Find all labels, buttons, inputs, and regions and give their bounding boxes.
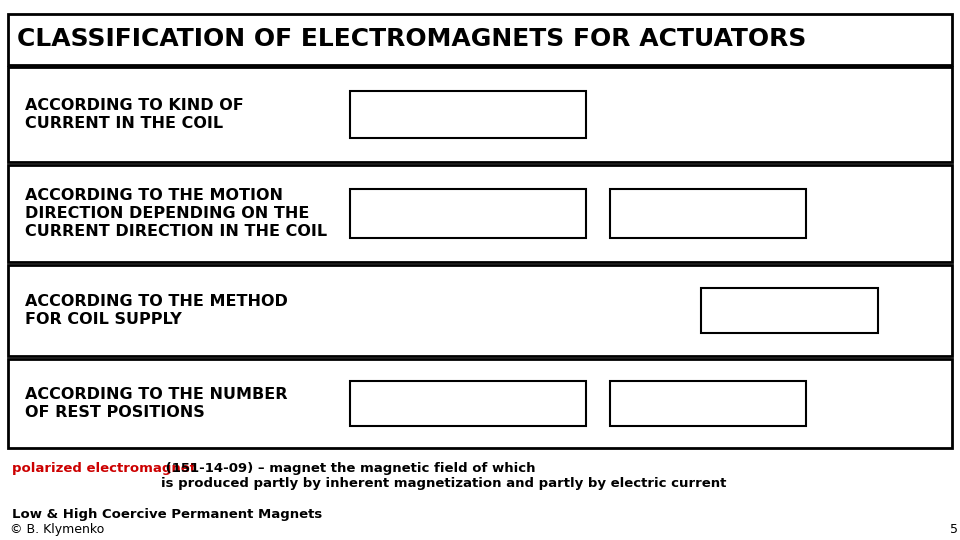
Text: ACCORDING TO THE METHOD
FOR COIL SUPPLY: ACCORDING TO THE METHOD FOR COIL SUPPLY [25, 294, 288, 327]
Text: (151-14-09) – magnet the magnetic field of which
is produced partly by inherent : (151-14-09) – magnet the magnetic field … [161, 462, 727, 490]
Bar [8, 68, 952, 162]
Bar [350, 91, 586, 138]
Bar [350, 189, 586, 238]
Text: ACCORDING TO KIND OF
CURRENT IN THE COIL: ACCORDING TO KIND OF CURRENT IN THE COIL [25, 98, 244, 131]
Bar [701, 287, 878, 333]
Bar [8, 14, 952, 65]
Bar [610, 189, 806, 238]
Text: polarized electromagnet: polarized electromagnet [12, 462, 197, 475]
Text: CLASSIFICATION OF ELECTROMAGNETS FOR ACTUATORS: CLASSIFICATION OF ELECTROMAGNETS FOR ACT… [17, 27, 806, 51]
Text: MONOSTABLE: MONOSTABLE [415, 397, 521, 410]
Text: NON-POLARIZED: NON-POLARIZED [403, 206, 533, 220]
Bar [8, 265, 952, 356]
Text: ACCORDING TO THE MOTION
DIRECTION DEPENDING ON THE
CURRENT DIRECTION IN THE COIL: ACCORDING TO THE MOTION DIRECTION DEPEND… [25, 188, 327, 239]
Text: POLARIZED: POLARIZED [663, 206, 753, 220]
Text: © B. Klymenko: © B. Klymenko [10, 523, 104, 536]
Text: 5: 5 [950, 523, 958, 536]
Bar [610, 381, 806, 426]
Bar [350, 381, 586, 426]
Bar [8, 359, 952, 448]
Text: FORCED: FORCED [757, 303, 822, 318]
Bar [8, 165, 952, 262]
Text: Low & High Coercive Permanent Magnets: Low & High Coercive Permanent Magnets [12, 508, 323, 521]
Text: ACCORDING TO THE NUMBER
OF REST POSITIONS: ACCORDING TO THE NUMBER OF REST POSITION… [25, 387, 287, 420]
Text: DC: DC [456, 107, 480, 122]
Text: BISTABLE: BISTABLE [671, 397, 745, 410]
